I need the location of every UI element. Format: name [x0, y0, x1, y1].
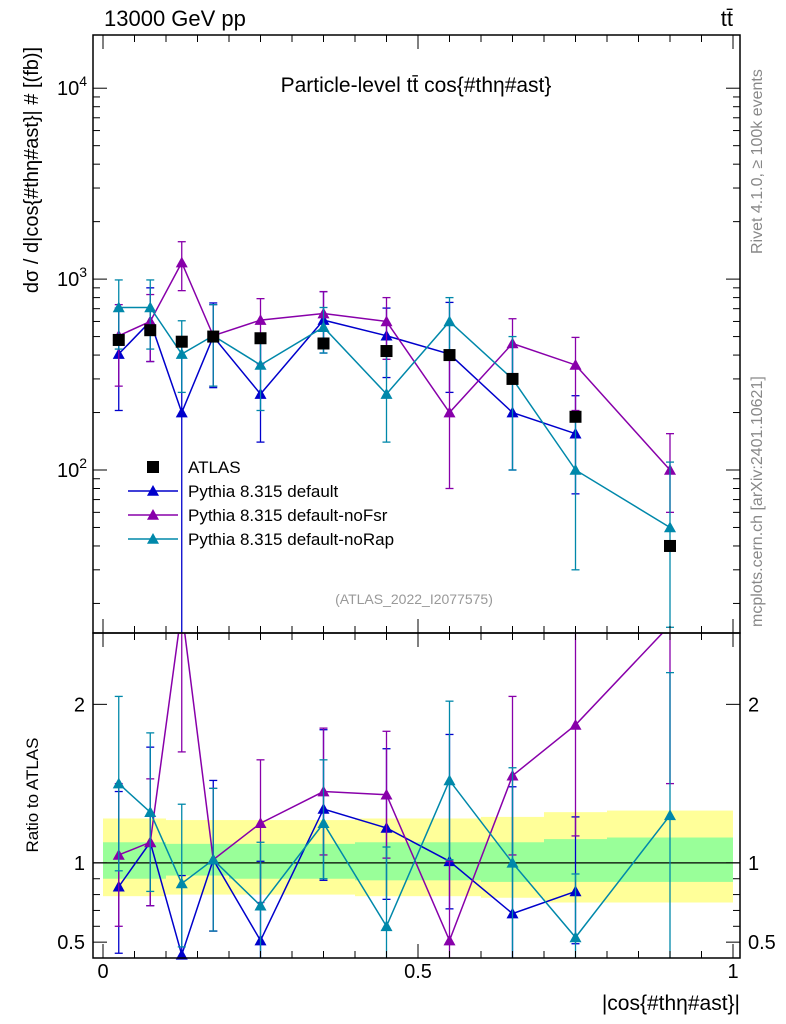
ratio-series-marker: [112, 777, 125, 789]
legend-marker: [147, 509, 159, 520]
data-point: [569, 410, 582, 423]
series-marker: [443, 406, 456, 418]
header-process-label: tt̄: [721, 6, 733, 31]
ratio-series-marker: [175, 877, 188, 889]
ratio-series-marker: [569, 718, 582, 730]
main-series: [112, 241, 676, 633]
series-marker: [380, 388, 393, 399]
ratio-series-marker: [506, 856, 519, 868]
data-point: [664, 539, 676, 552]
data-point: [175, 335, 188, 348]
ratio-series-marker: [317, 817, 330, 829]
y-tick-label: 104: [57, 73, 87, 100]
ratio-series-marker: [175, 948, 188, 960]
data-point: [506, 372, 519, 385]
legend-marker-atlas: [147, 461, 159, 473]
ratio-series-marker: [144, 806, 157, 817]
ratio-tick-label-right: 2: [748, 694, 759, 716]
legend-label: Pythia 8.315 default: [188, 482, 339, 501]
y-axis-label: dσ / d|cos{#thη#ast}| # [(fb)]: [21, 47, 43, 293]
ratio-series-marker: [443, 774, 456, 786]
data-point: [144, 324, 157, 337]
series-marker: [254, 314, 267, 325]
series-marker: [569, 464, 582, 475]
x-tick-label: 0: [97, 961, 108, 983]
ratio-series-1: [112, 633, 674, 958]
main-data-points: [112, 324, 676, 552]
x-axis-label: |cos{#thη#ast}|: [602, 992, 740, 1015]
ratio-series-marker: [254, 817, 267, 829]
ratio-tick-label: 1: [74, 853, 85, 875]
data-point: [317, 337, 330, 350]
main-series-2: [112, 279, 676, 628]
ratio-panel: 0.5 0.5 1 1 2 2 0 0.5 1 Ratio to ATLAS |cos{#thη…: [23, 632, 776, 1015]
y-tick-label: 102: [57, 455, 87, 482]
ratio-series-marker: [443, 934, 456, 946]
legend-marker: [147, 485, 159, 496]
series-marker: [569, 358, 582, 370]
ratio-tick-label-right: 0.5: [748, 932, 776, 954]
ratio-series-marker: [254, 899, 267, 911]
series-marker: [175, 256, 188, 268]
legend: ATLAS Pythia 8.315 default Pythia 8.315 de…: [128, 458, 394, 549]
y-tick-label: 103: [57, 264, 87, 291]
rivet-version-label: Rivet 4.1.0, ≥ 100k events: [749, 69, 766, 254]
series-line: [118, 319, 576, 435]
ratio-series-line: [118, 808, 576, 958]
ratio-tick-label: 2: [74, 694, 85, 716]
ratio-series-marker: [207, 853, 220, 865]
series-marker: [144, 301, 157, 313]
data-point: [112, 333, 125, 346]
main-panel: 102 103 104 Particle-level tt̄ cos{#thη#as…: [21, 34, 741, 634]
data-point: [207, 330, 220, 343]
ratio-frame: [92, 632, 741, 959]
header-energy-label: 13000 GeV pp: [104, 6, 246, 31]
ratio-series-2: [112, 671, 676, 958]
main-axis-ticks: 102 103 104: [57, 35, 740, 633]
data-point: [443, 349, 456, 362]
series-marker: [443, 315, 456, 327]
ratio-tick-label-right: 1: [748, 853, 759, 875]
ratio-axis-ticks: 0.5 0.5 1 1 2 2 0 0.5 1: [57, 633, 776, 983]
series-marker: [112, 301, 125, 313]
analysis-watermark: (ATLAS_2022_I2077575): [335, 591, 493, 607]
ratio-series-marker: [569, 931, 582, 943]
series-marker: [254, 358, 267, 370]
data-point: [380, 345, 393, 358]
x-tick-label: 0.5: [404, 961, 432, 983]
series-marker: [175, 406, 188, 418]
ratio-series-marker: [380, 920, 393, 932]
x-tick-label: 1: [727, 961, 738, 983]
legend-label: Pythia 8.315 default-noRap: [188, 530, 394, 549]
series-marker: [175, 348, 188, 359]
chart-title: Particle-level tt̄ cos{#thη#ast}: [281, 74, 552, 97]
series-marker: [317, 321, 330, 332]
legend-marker: [147, 533, 159, 544]
mcplots-reference-label: mcplots.cern.ch [arXiv:2401.10621]: [749, 376, 766, 627]
ratio-series-marker: [380, 788, 393, 800]
ratio-series-marker: [664, 809, 676, 821]
ratio-tick-label: 0.5: [57, 932, 85, 954]
legend-label-atlas: ATLAS: [188, 458, 241, 477]
series-marker: [664, 521, 676, 533]
data-point: [254, 332, 267, 345]
series-marker: [380, 315, 393, 327]
ratio-y-axis-label: Ratio to ATLAS: [23, 738, 42, 853]
ratio-series: [112, 633, 676, 960]
legend-label: Pythia 8.315 default-noFsr: [188, 506, 388, 525]
